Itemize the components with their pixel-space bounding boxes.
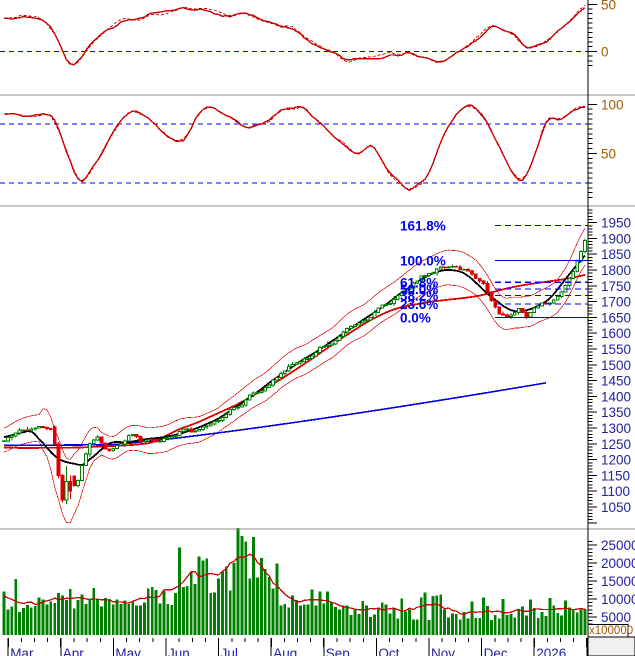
svg-text:1700: 1700 <box>601 295 631 310</box>
svg-text:161.8%: 161.8% <box>400 218 446 233</box>
svg-text:1950: 1950 <box>601 216 631 231</box>
svg-text:50: 50 <box>601 0 616 12</box>
svg-text:25000: 25000 <box>601 538 635 553</box>
svg-text:1050: 1050 <box>601 500 631 515</box>
svg-text:2026: 2026 <box>536 646 566 656</box>
svg-text:0.0%: 0.0% <box>400 310 431 325</box>
svg-text:0: 0 <box>601 44 609 59</box>
svg-text:20000: 20000 <box>601 556 635 571</box>
svg-text:Jul: Jul <box>221 646 238 656</box>
svg-text:1250: 1250 <box>601 437 631 452</box>
svg-text:1800: 1800 <box>601 263 631 278</box>
svg-text:1350: 1350 <box>601 405 631 420</box>
svg-text:100.0%: 100.0% <box>400 254 446 269</box>
svg-text:1450: 1450 <box>601 374 631 389</box>
svg-text:100: 100 <box>601 97 624 112</box>
svg-text:Aug: Aug <box>273 646 297 656</box>
svg-text:1200: 1200 <box>601 453 631 468</box>
svg-text:Mar: Mar <box>10 646 34 656</box>
svg-text:10000: 10000 <box>601 592 635 607</box>
svg-text:50: 50 <box>601 146 616 161</box>
svg-text:1900: 1900 <box>601 231 631 246</box>
svg-text:1850: 1850 <box>601 247 631 262</box>
svg-text:May: May <box>115 646 141 656</box>
svg-text:1650: 1650 <box>601 310 631 325</box>
svg-text:Nov: Nov <box>431 646 455 656</box>
svg-text:61.8%: 61.8% <box>400 275 438 290</box>
svg-text:15000: 15000 <box>601 574 635 589</box>
svg-text:Jun: Jun <box>168 646 190 656</box>
svg-text:1300: 1300 <box>601 421 631 436</box>
svg-text:1150: 1150 <box>601 468 630 483</box>
svg-text:1100: 1100 <box>601 484 630 499</box>
svg-text:x100000: x100000 <box>589 625 633 637</box>
svg-text:1600: 1600 <box>601 326 631 341</box>
svg-text:1550: 1550 <box>601 342 631 357</box>
svg-text:Dec: Dec <box>484 646 508 656</box>
svg-text:5000: 5000 <box>601 610 631 625</box>
svg-text:Apr: Apr <box>63 646 85 656</box>
svg-text:1400: 1400 <box>601 389 631 404</box>
svg-text:1750: 1750 <box>601 279 631 294</box>
svg-text:Oct: Oct <box>378 646 399 656</box>
svg-text:Sep: Sep <box>326 646 350 656</box>
svg-text:1500: 1500 <box>601 358 631 373</box>
